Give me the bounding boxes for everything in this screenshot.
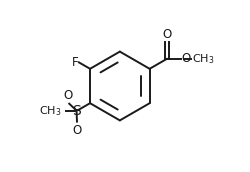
Text: O: O (162, 28, 172, 41)
Text: CH$_3$: CH$_3$ (192, 52, 214, 66)
Text: F: F (72, 56, 78, 69)
Text: S: S (72, 104, 81, 118)
Text: O: O (64, 89, 73, 102)
Text: O: O (72, 124, 82, 137)
Text: O: O (182, 52, 191, 65)
Text: CH$_3$: CH$_3$ (39, 104, 62, 118)
